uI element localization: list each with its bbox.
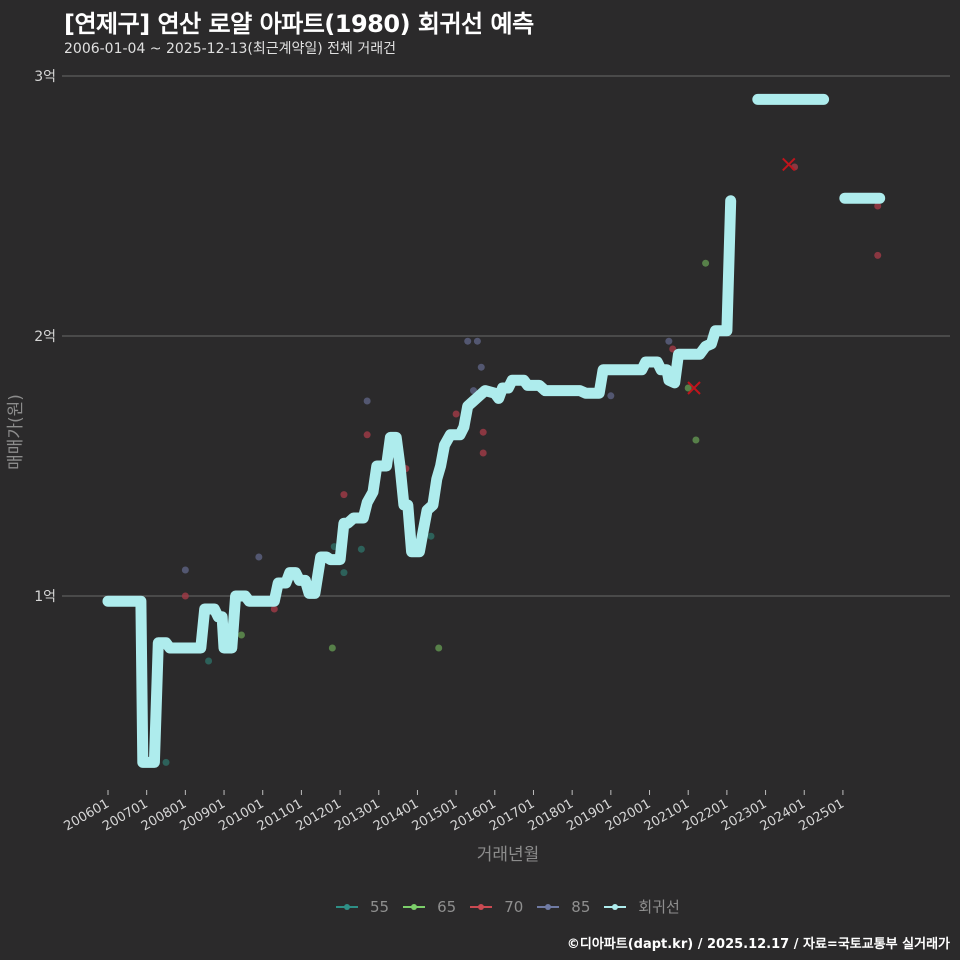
data-point-85 (477, 363, 485, 371)
data-point-85 (473, 337, 481, 345)
regression-line (102, 93, 886, 768)
data-point-85 (665, 337, 673, 345)
data-point-70 (452, 410, 460, 418)
legend-label: 65 (437, 897, 457, 916)
data-point-70 (874, 202, 882, 210)
regression-path (102, 195, 737, 768)
data-point-55 (162, 758, 170, 766)
legend-key-icon (403, 900, 426, 914)
y-tick-label: 1억 (34, 589, 56, 605)
data-point-65 (702, 259, 710, 267)
y-tick-label: 3억 (34, 69, 56, 85)
legend-key-icon (470, 900, 493, 914)
data-point-70 (181, 592, 189, 600)
x-axis-ticks: 2006012007012008012009012010012011012012… (62, 790, 847, 834)
y-tick-label: 2억 (34, 329, 56, 345)
cancelled-x-icon (782, 157, 796, 172)
y-axis-labels: 1억 2억 3억 (34, 69, 56, 605)
data-point-65 (237, 631, 245, 639)
legend-key-icon (336, 900, 358, 914)
data-point-55 (427, 532, 435, 540)
legend-label: 회귀선 (638, 898, 680, 916)
data-point-70 (270, 605, 278, 613)
data-point-85 (607, 392, 615, 400)
data-point-70 (479, 449, 487, 457)
data-point-55 (357, 545, 365, 553)
data-point-85 (255, 553, 263, 561)
legend-label: 70 (504, 897, 524, 916)
data-point-85 (464, 337, 472, 345)
gridlines (62, 75, 950, 597)
data-point-65 (684, 384, 692, 392)
legend-key-icon (604, 900, 627, 914)
legend: 55 65 70 85 회귀선 (336, 896, 694, 917)
legend-label: 55 (370, 897, 390, 916)
legend-item: 70 (470, 898, 523, 916)
cancelled-x-icon (687, 381, 701, 395)
data-point-65 (435, 644, 443, 652)
scatter-points (162, 163, 882, 766)
legend-item: 55 (336, 898, 389, 916)
data-point-55 (340, 569, 348, 577)
legend-label: 85 (571, 897, 591, 916)
data-point-70 (479, 428, 487, 436)
chart-subtitle: 2006-01-04 ~ 2025-12-13(최근계약일) 전체 거래건 (64, 41, 396, 57)
legend-item: 65 (403, 898, 456, 916)
data-point-85 (363, 397, 371, 405)
legend-item: 회귀선 (604, 896, 680, 917)
x-axis-title: 거래년월 (477, 845, 540, 865)
credit-text: ©디아파트(dapt.kr) / 2025.12.17 / 자료=국토교통부 실… (566, 937, 950, 952)
data-point-85 (181, 566, 189, 574)
cancelled-marks (687, 157, 796, 395)
y-axis-title: 매매가(원) (6, 394, 26, 470)
legend-item: 85 (537, 898, 590, 916)
data-point-70 (363, 431, 371, 439)
data-point-55 (205, 657, 213, 665)
chart-title: [연제구] 연산 로얄 아파트(1980) 회귀선 예측 (64, 10, 534, 38)
data-point-70 (340, 491, 348, 499)
data-point-70 (874, 251, 882, 259)
legend-key-icon (537, 900, 560, 914)
data-point-65 (328, 644, 336, 652)
data-point-65 (692, 436, 700, 444)
